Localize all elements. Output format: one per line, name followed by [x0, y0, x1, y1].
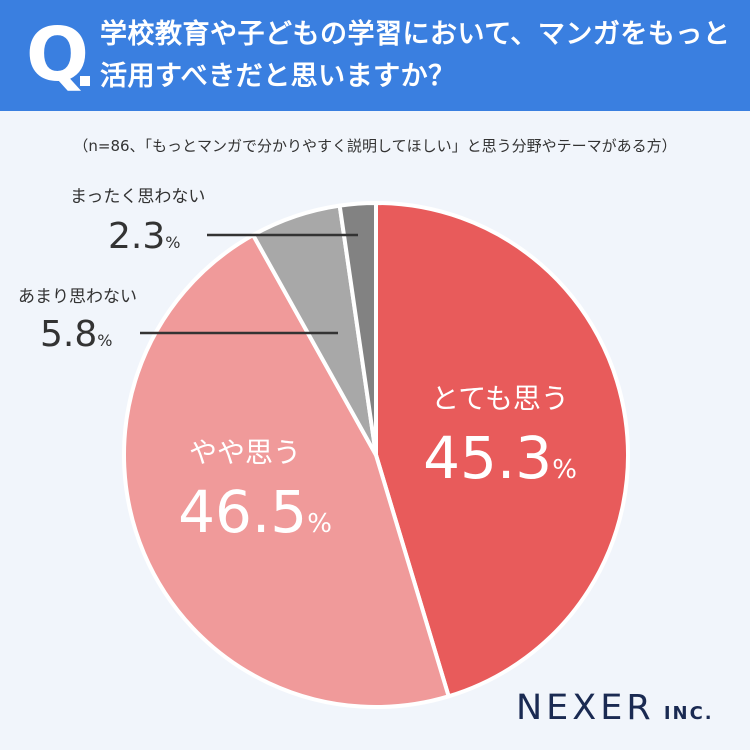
- brand-name: NEXER: [516, 688, 655, 728]
- pie-slice-strongly-agree: [374, 201, 630, 699]
- pie-slice-somewhat-agree: [122, 233, 451, 709]
- value-strongly-disagree: 2.3%: [108, 216, 180, 257]
- value-somewhat-agree: 46.5%: [178, 478, 332, 546]
- pie-slice-strongly-disagree: [337, 201, 378, 457]
- question-text: 学校教育や子どもの学習において、マンガをもっと 活用すべきだと思いますか？: [100, 14, 740, 98]
- question-line-2: 活用すべきだと思いますか？: [100, 61, 456, 92]
- label-strongly-agree: とても思う: [431, 382, 569, 415]
- label-somewhat-agree: やや思う: [189, 436, 301, 469]
- label-strongly-disagree: まったく思わない: [70, 187, 205, 207]
- value-somewhat-disagree: 5.8%: [40, 314, 112, 355]
- question-dot: [80, 76, 90, 86]
- question-header: Q 学校教育や子どもの学習において、マンガをもっと 活用すべきだと思いますか？: [0, 0, 750, 111]
- label-somewhat-disagree: あまり思わない: [18, 287, 137, 307]
- question-line-1: 学校教育や子どもの学習において、マンガをもっと: [100, 19, 731, 50]
- question-mark: Q: [26, 12, 89, 98]
- sample-note: （n=86、「もっとマンガで分かりやすく説明してほしい」と思う分野やテーマがある…: [73, 137, 677, 155]
- brand-logo: NEXER INC.: [516, 688, 714, 728]
- value-strongly-agree: 45.3%: [423, 424, 577, 492]
- brand-suffix: INC.: [663, 703, 714, 724]
